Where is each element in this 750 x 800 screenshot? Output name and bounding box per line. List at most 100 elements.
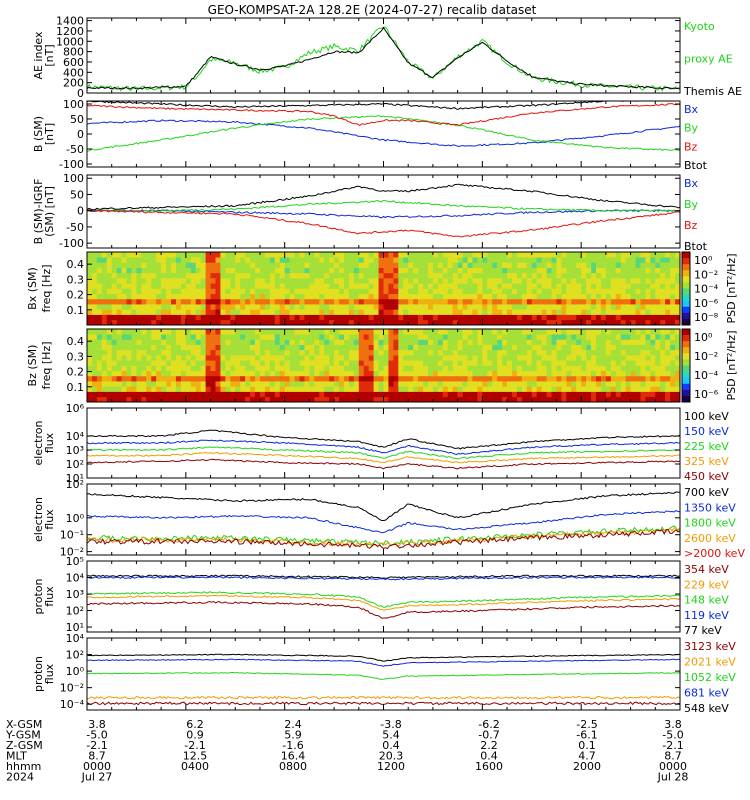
spectrogram-cell xyxy=(190,360,197,366)
spectrogram-cell xyxy=(185,272,192,279)
spectrogram-cell xyxy=(319,391,325,398)
spectrogram-cell xyxy=(343,267,350,274)
spectrogram-cell xyxy=(388,288,394,295)
spectrogram-cell xyxy=(472,314,478,321)
spectrogram-cell xyxy=(309,360,315,366)
spectrogram-cell xyxy=(531,381,537,387)
spectrogram-cell xyxy=(393,262,399,268)
spectrogram-cell xyxy=(427,381,434,387)
spectrogram-cell xyxy=(151,257,157,263)
spectrogram-cell xyxy=(581,278,587,284)
spectrogram-cell xyxy=(403,298,409,305)
series-p_low-2 xyxy=(86,591,681,608)
spectrogram-cell xyxy=(146,355,152,361)
spectrogram-cell xyxy=(586,360,592,366)
spectrogram-cell xyxy=(368,314,374,321)
spectrogram-cell xyxy=(482,267,488,274)
spectrogram-cell xyxy=(348,381,355,387)
spectrogram-cell xyxy=(581,293,587,300)
spectrogram-cell xyxy=(605,386,612,392)
spectrogram-cell xyxy=(581,283,587,289)
spectrogram-cell xyxy=(620,314,626,321)
spectrogram-cell xyxy=(131,339,137,345)
y-axis-label-freq: freq [Hz] xyxy=(40,341,53,389)
spectrogram-cell xyxy=(423,339,429,345)
spectrogram-cell xyxy=(166,349,172,356)
spectrogram-cell xyxy=(437,396,444,403)
spectrogram-cell xyxy=(650,252,656,258)
spectrogram-cell xyxy=(156,339,162,345)
spectrogram-cell xyxy=(230,391,236,398)
spectrogram-cell xyxy=(546,267,552,274)
spectrogram-cell xyxy=(492,344,498,351)
spectrogram-cell xyxy=(482,339,488,345)
spectrogram-cell xyxy=(131,262,137,268)
spectrogram-cell xyxy=(442,272,449,279)
spectrogram-cell xyxy=(388,314,394,321)
spectrogram-cell xyxy=(166,375,172,382)
spectrogram-cell xyxy=(408,309,414,315)
y-tick-label: 0.2 xyxy=(67,289,85,302)
spectrogram-cell xyxy=(378,283,384,289)
spectrogram-cell xyxy=(255,396,261,403)
spectrogram-cell xyxy=(299,319,305,326)
spectrogram-cell xyxy=(289,283,295,289)
spectrogram-cell xyxy=(363,396,369,403)
spectrogram-cell xyxy=(418,283,424,289)
spectrogram-cell xyxy=(126,370,132,377)
spectrogram-cell xyxy=(551,309,557,315)
spectrogram-cell xyxy=(230,329,236,335)
spectrogram-cell xyxy=(378,375,384,382)
spectrogram-cell xyxy=(348,252,355,258)
spectrogram-cell xyxy=(225,314,231,321)
spectrogram-cell xyxy=(339,298,345,305)
spectrogram-cell xyxy=(121,396,127,403)
spectrogram-cell xyxy=(200,365,206,372)
spectrogram-cell xyxy=(166,396,172,403)
spectrogram-cell xyxy=(497,252,503,258)
spectrogram-cell xyxy=(180,381,187,387)
spectrogram-cell xyxy=(645,252,651,258)
spectrogram-cell xyxy=(492,314,498,321)
spectrogram-cell xyxy=(353,344,360,351)
spectrogram-cell xyxy=(502,309,508,315)
spectrogram-cell xyxy=(324,257,330,263)
spectrogram-cell xyxy=(442,349,449,356)
spectrogram-cell xyxy=(329,391,335,398)
spectrogram-cell xyxy=(343,262,350,268)
spectrogram-cell xyxy=(511,298,518,305)
spectrogram-cell xyxy=(111,252,117,258)
spectrogram-cell xyxy=(586,257,592,263)
spectrogram-cell xyxy=(457,278,463,284)
spectrogram-cell xyxy=(665,381,671,387)
spectrogram-cell xyxy=(151,304,157,310)
y-tick-label: 10⁴ xyxy=(66,430,85,443)
spectrogram-cell xyxy=(472,396,478,403)
spectrogram-cell xyxy=(675,344,681,351)
spectrogram-cell xyxy=(477,396,483,403)
spectrogram-cell xyxy=(294,272,300,279)
spectrogram-cell xyxy=(610,339,617,345)
spectrogram-cell xyxy=(472,252,478,258)
spectrogram-cell xyxy=(200,267,206,274)
spectrogram-cell xyxy=(215,334,221,340)
spectrogram-cell xyxy=(205,339,211,345)
spectrogram-cell xyxy=(373,391,379,398)
spectrogram-cell xyxy=(482,375,488,382)
spectrogram-cell xyxy=(215,365,221,372)
spectrogram-cell xyxy=(175,344,182,351)
spectrogram-cell xyxy=(630,370,636,377)
y-tick-label: 0.4 xyxy=(67,258,85,271)
spectrogram-cell xyxy=(630,252,636,258)
spectrogram-cell xyxy=(497,339,503,345)
spectrogram-cell xyxy=(432,314,439,321)
spectrogram-cell xyxy=(220,329,226,335)
spectrogram-cell xyxy=(432,272,439,279)
spectrogram-cell xyxy=(531,298,537,305)
spectrogram-cell xyxy=(497,365,503,372)
spectrogram-cell xyxy=(487,314,493,321)
spectrogram-cell xyxy=(111,381,117,387)
spectrogram-cell xyxy=(462,396,468,403)
spectrogram-cell xyxy=(151,329,157,335)
spectrogram-cell xyxy=(96,381,103,387)
